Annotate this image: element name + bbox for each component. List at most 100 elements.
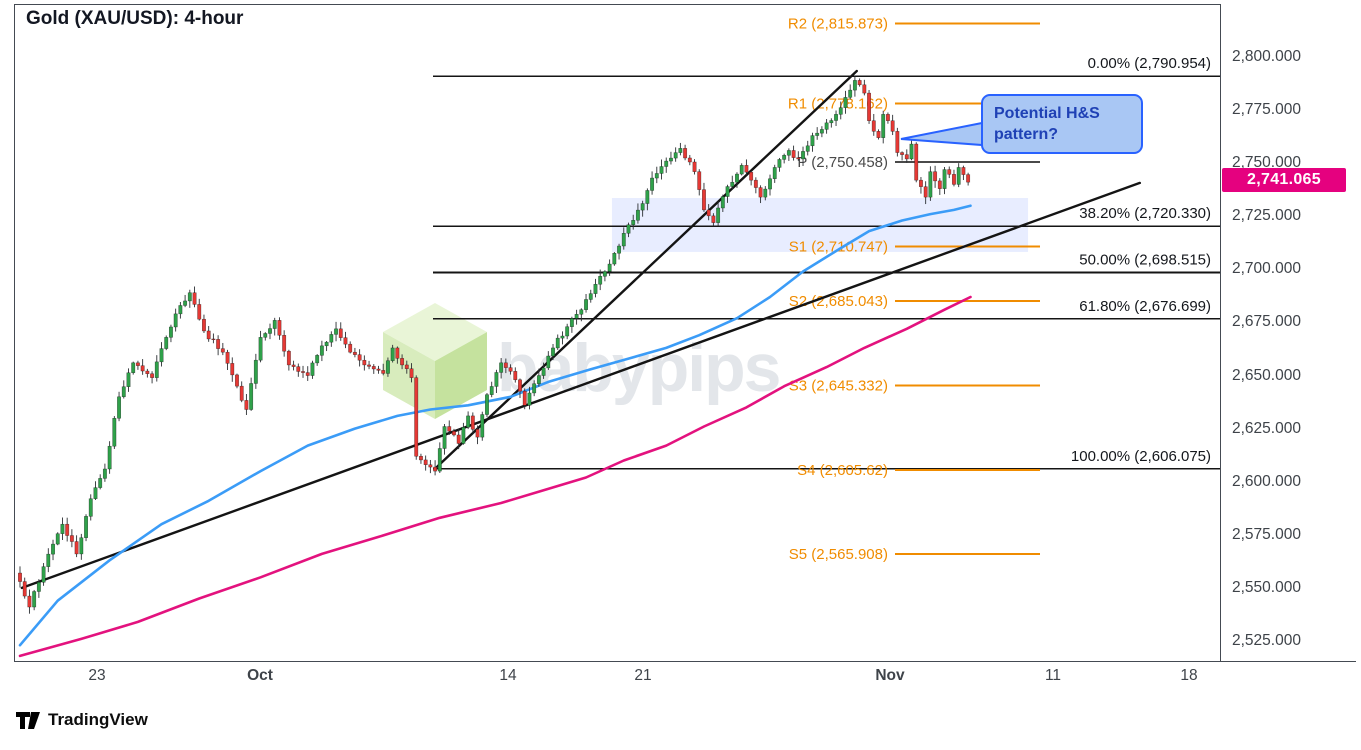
candle-body <box>824 122 829 130</box>
candle-body <box>466 415 471 428</box>
candle-body <box>961 167 966 175</box>
candle-body <box>126 372 131 387</box>
candle-body <box>381 370 386 374</box>
candle-body <box>593 283 598 294</box>
candle-body <box>895 131 900 153</box>
candle-body <box>235 374 239 387</box>
candle-body <box>621 233 626 247</box>
candle-body <box>79 537 84 555</box>
candle-body <box>617 245 622 254</box>
candle-body <box>187 292 192 302</box>
candle-body <box>230 363 235 376</box>
candle-body <box>470 415 475 430</box>
candle-body <box>32 591 37 608</box>
fib-retracement: 0.00% (2,790.954) 38.20% (2,720.330) 50.00… <box>433 55 1220 470</box>
candle-body <box>154 361 159 378</box>
hs-pattern-callout[interactable]: Potential H&S pattern? <box>900 94 1143 154</box>
steep-uptrend-line[interactable] <box>435 69 858 469</box>
axis-separator <box>14 661 1356 662</box>
candle-body <box>51 543 55 555</box>
candle-body <box>805 145 810 152</box>
tradingview-wordmark[interactable]: TradingView <box>48 710 148 729</box>
candle-body <box>206 330 211 340</box>
candle-body <box>569 318 574 327</box>
candle-body <box>503 362 508 368</box>
candle-body <box>527 392 532 406</box>
candle-body <box>881 114 886 138</box>
price-axis-label: 2,625.000 <box>1232 419 1301 437</box>
candle-body <box>456 434 461 444</box>
candle-body <box>55 533 60 545</box>
candle-body <box>27 595 32 608</box>
candle-body <box>65 523 70 536</box>
long-term-uptrend-line[interactable] <box>20 181 1142 590</box>
candle-body <box>202 318 206 332</box>
highlight-zone[interactable] <box>611 198 1029 252</box>
candle-body <box>475 429 480 438</box>
fib-label: 100.00% (2,606.075) <box>1071 448 1211 465</box>
candle-body <box>447 426 452 432</box>
candle-body <box>400 358 405 366</box>
candle-body <box>716 207 721 223</box>
candlestick-series[interactable] <box>18 76 971 614</box>
candle-body <box>914 143 919 181</box>
candle-body <box>489 386 494 395</box>
fib-label: 61.80% (2,676.699) <box>1079 298 1211 315</box>
candle-body <box>305 372 310 376</box>
candle-body <box>536 375 541 384</box>
candle-body <box>801 151 805 160</box>
last-price-badge: 2,741.065 <box>1222 168 1346 193</box>
candle-body <box>433 466 438 472</box>
candle-body <box>758 187 763 198</box>
price-axis[interactable]: 2,741.065 2,800.000 2,775.000 2,750.000 2,7… <box>1221 4 1361 662</box>
time-axis[interactable]: 23 Oct 14 21 Nov 11 18 <box>15 665 1356 689</box>
candle-body <box>225 351 230 364</box>
fib-label: 38.20% (2,720.330) <box>1079 205 1211 222</box>
candle-body <box>602 271 607 277</box>
candle-body <box>150 373 155 378</box>
candle-body <box>933 171 938 182</box>
candle-body <box>442 426 447 449</box>
candle-body <box>966 174 971 183</box>
candle-body <box>178 305 183 315</box>
candle-body <box>952 174 956 185</box>
candle-body <box>584 299 588 310</box>
candle-body <box>249 383 254 410</box>
candle-body <box>522 390 527 406</box>
candle-body <box>84 516 88 538</box>
candle-body <box>414 377 419 457</box>
candle-body <box>937 180 942 189</box>
price-axis-label: 2,650.000 <box>1232 366 1301 384</box>
candle-body <box>942 169 947 189</box>
candle-body <box>74 541 79 555</box>
candle-body <box>480 414 485 438</box>
candle-body <box>810 135 815 147</box>
candle-body <box>626 224 631 234</box>
candle-body <box>164 337 169 349</box>
ma-slow-line[interactable] <box>18 295 972 658</box>
candle-body <box>513 371 518 381</box>
candle-body <box>352 351 357 355</box>
candle-body <box>362 359 367 366</box>
ma-fast-line[interactable] <box>18 204 972 647</box>
candle-body <box>947 169 952 175</box>
candle-body <box>343 337 348 345</box>
candle-body <box>579 309 584 315</box>
candle-body <box>22 581 27 597</box>
plot-area[interactable]: babypips 0.00% (2,790.954) 38.20% (2,720.3… <box>14 4 1221 662</box>
candle-body <box>772 167 777 180</box>
time-axis-label: 23 <box>88 667 106 684</box>
candle-body <box>654 173 659 179</box>
price-axis-label: 2,575.000 <box>1232 525 1301 543</box>
price-chart-canvas[interactable]: babypips 0.00% (2,790.954) 38.20% (2,720.3… <box>15 5 1220 661</box>
candle-body <box>428 464 433 468</box>
candle-body <box>135 362 140 366</box>
footer: TradingView <box>15 709 148 731</box>
candle-body <box>159 348 164 363</box>
price-axis-label: 2,675.000 <box>1232 313 1301 331</box>
candle-body <box>664 160 669 167</box>
candle-body <box>777 159 782 168</box>
candle-body <box>60 523 65 534</box>
candle-body <box>923 186 928 198</box>
tradingview-logo-icon[interactable] <box>15 709 41 731</box>
